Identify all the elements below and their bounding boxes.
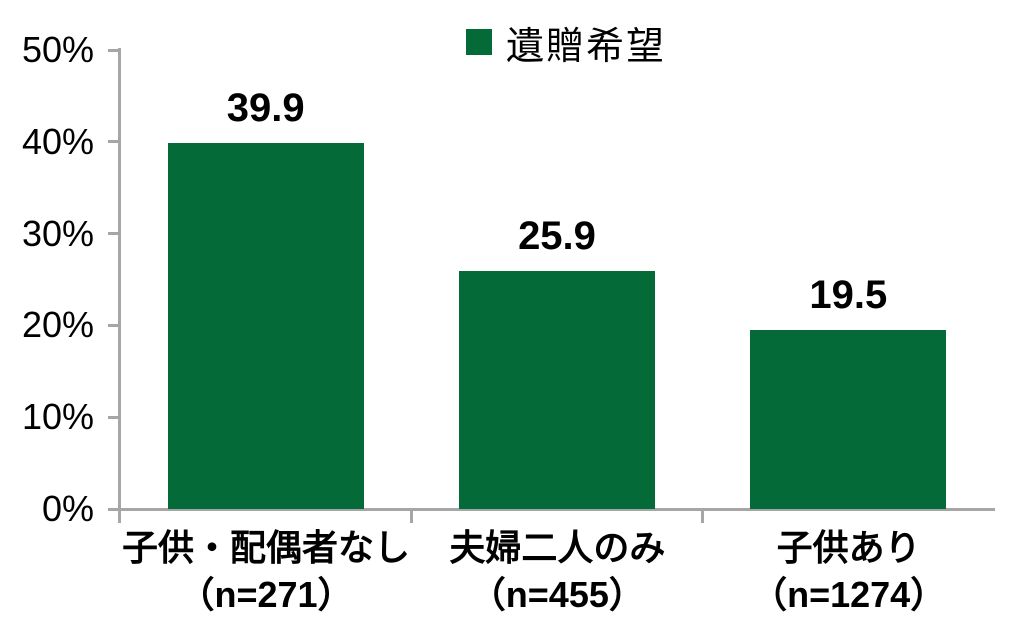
category-name: 夫婦二人のみ: [449, 527, 666, 568]
y-tick-mark: [108, 232, 119, 236]
legend: 遺贈希望: [466, 16, 666, 68]
y-tick-mark: [108, 415, 119, 419]
y-tick-mark: [108, 323, 119, 327]
bar: [750, 330, 947, 509]
y-tick-label: 10%: [21, 396, 94, 438]
bar-value-label: 39.9: [226, 85, 305, 130]
bar-value-label: 25.9: [518, 214, 596, 259]
category-label: 夫婦二人のみ （n=455）: [411, 524, 703, 618]
category-label: 子供あり （n=1274）: [703, 524, 995, 618]
category-sample-size: （n=1274）: [751, 574, 947, 615]
bar: [459, 271, 655, 509]
legend-swatch-icon: [466, 29, 492, 55]
bar: [167, 142, 364, 509]
y-tick-label: 20%: [21, 304, 94, 346]
y-axis-line: [118, 48, 121, 523]
category-label: 子供・配偶者なし （n=271）: [120, 524, 412, 618]
bar-value-label: 19.5: [809, 273, 888, 317]
category-boundary-tick: [701, 510, 705, 523]
y-tick-mark: [108, 140, 119, 144]
y-tick-mark: [108, 48, 119, 52]
legend-label: 遺贈希望: [506, 25, 667, 68]
y-tick-label: 0%: [41, 488, 94, 529]
y-tick-label: 30%: [21, 212, 94, 254]
category-boundary-tick: [409, 510, 413, 523]
category-sample-size: （n=455）: [469, 574, 645, 615]
y-tick-label: 40%: [21, 120, 94, 162]
category-name: 子供・配偶者なし: [121, 527, 410, 568]
y-tick-label: 50%: [21, 29, 94, 70]
category-sample-size: （n=271）: [178, 574, 354, 615]
x-axis-baseline: [118, 508, 995, 511]
category-name: 子供あり: [776, 527, 921, 568]
y-tick-mark: [108, 507, 119, 511]
